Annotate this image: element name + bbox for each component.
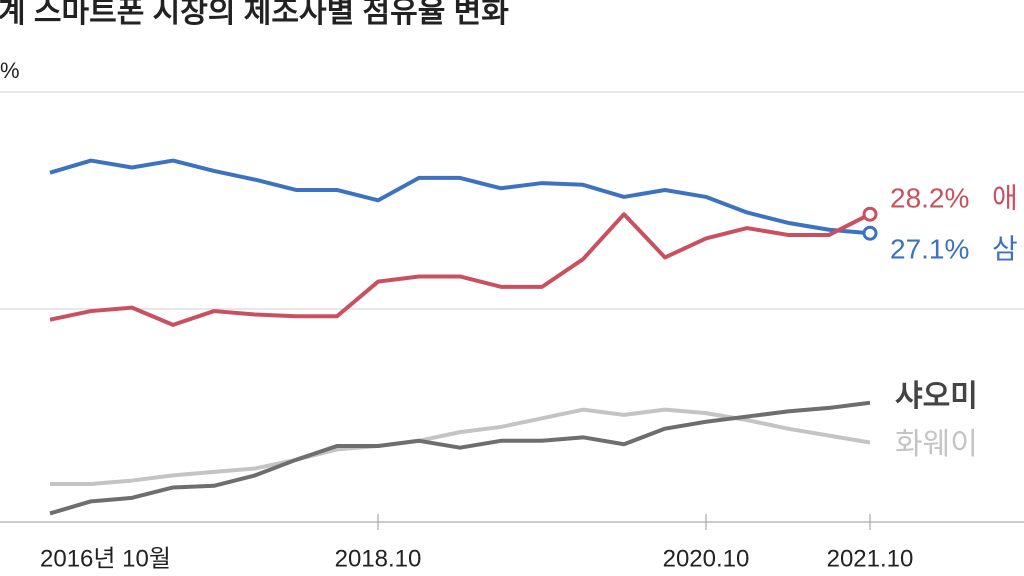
y-axis-label: % bbox=[0, 58, 20, 83]
legend-label: 애 bbox=[992, 183, 1018, 214]
legend-label: 샤오미 bbox=[895, 380, 978, 413]
series-line bbox=[49, 400, 871, 516]
series-line bbox=[49, 158, 871, 236]
legend-label: 화웨이 bbox=[895, 428, 978, 461]
end-marker bbox=[862, 206, 878, 222]
value-label: 28.2% bbox=[890, 183, 969, 214]
end-marker bbox=[862, 225, 878, 241]
x-tick-label: 2020.10 bbox=[663, 545, 750, 572]
series-line bbox=[49, 212, 871, 327]
value-label: 27.1% bbox=[890, 234, 969, 265]
x-tick-label: 2016년 10월 bbox=[40, 545, 171, 572]
x-tick-label: 2021.10 bbox=[827, 545, 914, 572]
legend-label: 삼 bbox=[992, 234, 1018, 265]
x-tick-label: 2018.10 bbox=[335, 545, 422, 572]
chart-title: 계 스마트폰 시장의 제조사별 점유율 변화 bbox=[0, 0, 509, 29]
